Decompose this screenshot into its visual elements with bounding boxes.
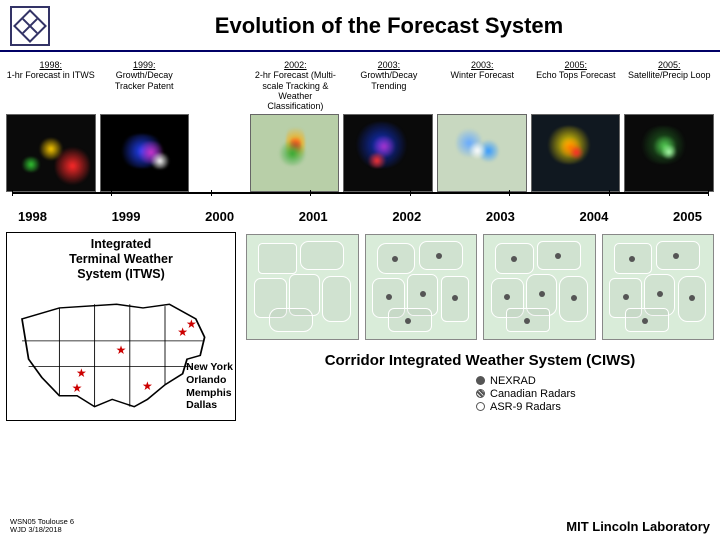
legend-label: ASR-9 Radars (490, 401, 561, 413)
forecast-thumbnail (531, 114, 621, 192)
itws-title-line: Terminal Weather (69, 252, 173, 266)
legend-item: ASR-9 Radars (476, 401, 561, 413)
milestone: 2005:Satellite/Precip Loop (625, 60, 714, 112)
forecast-thumbnail (437, 114, 527, 192)
site-star-icon: ★ (72, 381, 83, 395)
timeline-year: 1998 (18, 209, 47, 224)
ciws-panel (602, 234, 715, 340)
milestone (193, 60, 247, 112)
ciws-panel (246, 234, 359, 340)
forecast-thumbnail (6, 114, 96, 192)
milestone: 1998:1-hr Forecast in ITWS (6, 60, 95, 112)
legend-dot-icon (476, 389, 485, 398)
timeline-year: 2003 (486, 209, 515, 224)
ciws-panel (365, 234, 478, 340)
timeline-year: 2004 (579, 209, 608, 224)
forecast-thumbnail (100, 114, 190, 192)
footnote-line: WJD 3/18/2018 (10, 526, 74, 534)
ciws-panel-row (246, 232, 714, 340)
legend-label: Canadian Radars (490, 388, 576, 400)
timeline-year: 2000 (205, 209, 234, 224)
itws-city-list: New York Orlando Memphis Dallas (186, 361, 233, 411)
header: Evolution of the Forecast System (0, 0, 720, 52)
footer: WSN05 Toulouse 6 WJD 3/18/2018 MIT Linco… (10, 518, 710, 535)
timeline-years: 1998 1999 2000 2001 2002 2003 2004 2005 (0, 202, 720, 226)
timeline-year: 1999 (112, 209, 141, 224)
timeline-year: 2005 (673, 209, 702, 224)
ciws-legend: NEXRAD Canadian Radars ASR-9 Radars (246, 375, 714, 413)
milestone: 2003:Winter Forecast (438, 60, 527, 112)
logo-icon (10, 6, 50, 46)
itws-box: Integrated Terminal Weather System (ITWS… (6, 232, 236, 421)
timeline-year: 2002 (392, 209, 421, 224)
legend-item: Canadian Radars (476, 388, 576, 400)
page-title: Evolution of the Forecast System (68, 13, 710, 39)
itws-title-line: System (ITWS) (77, 267, 165, 281)
itws-title: Integrated Terminal Weather System (ITWS… (11, 237, 231, 282)
ciws-title: Corridor Integrated Weather System (CIWS… (246, 352, 714, 369)
milestone-row: 1998:1-hr Forecast in ITWS1999:Growth/De… (0, 52, 720, 112)
milestone: 1999:Growth/Decay Tracker Patent (99, 60, 188, 112)
footnote: WSN05 Toulouse 6 WJD 3/18/2018 (10, 518, 74, 535)
city-label: Orlando (186, 374, 233, 387)
milestone: 2005:Echo Tops Forecast (531, 60, 620, 112)
milestone: 2002:2-hr Forecast (Multi-scale Tracking… (251, 60, 340, 112)
site-star-icon: ★ (76, 366, 87, 380)
city-label: New York (186, 361, 233, 374)
milestone: 2003:Growth/Decay Trending (344, 60, 433, 112)
legend-dot-icon (476, 402, 485, 411)
ciws-panel (483, 234, 596, 340)
legend-item: NEXRAD (476, 375, 536, 387)
thumbnail-row (0, 112, 720, 192)
timeline-year: 2001 (299, 209, 328, 224)
forecast-thumbnail (624, 114, 714, 192)
city-label: Dallas (186, 399, 233, 412)
forecast-thumbnail (250, 114, 340, 192)
site-star-icon: ★ (142, 379, 153, 393)
ciws-section: Corridor Integrated Weather System (CIWS… (246, 232, 714, 421)
legend-label: NEXRAD (490, 375, 536, 387)
thumb-spacer (193, 114, 246, 192)
us-map: ★★★★★★ New York Orlando Memphis Dallas (11, 286, 231, 414)
site-star-icon: ★ (177, 325, 188, 339)
timeline-axis (6, 192, 714, 202)
itws-title-line: Integrated (91, 237, 151, 251)
city-label: Memphis (186, 387, 233, 400)
org-label: MIT Lincoln Laboratory (566, 519, 710, 534)
forecast-thumbnail (343, 114, 433, 192)
bottom-section: Integrated Terminal Weather System (ITWS… (0, 226, 720, 421)
site-star-icon: ★ (116, 343, 127, 357)
legend-dot-icon (476, 376, 485, 385)
